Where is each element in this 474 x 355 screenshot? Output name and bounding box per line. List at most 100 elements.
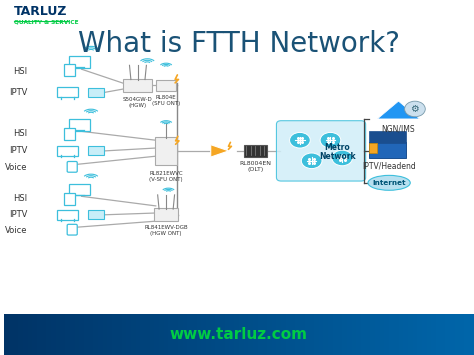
Bar (258, 314, 263, 355)
Bar (187, 314, 192, 355)
Bar (375, 314, 380, 355)
FancyBboxPatch shape (57, 146, 78, 156)
Bar (18, 314, 23, 355)
Bar (239, 314, 244, 355)
FancyBboxPatch shape (369, 143, 377, 153)
Bar (384, 314, 390, 355)
FancyBboxPatch shape (57, 87, 78, 97)
Bar (220, 314, 225, 355)
Bar (436, 314, 441, 355)
Text: Internet: Internet (373, 180, 406, 186)
Text: QUALITY & SERVICE: QUALITY & SERVICE (14, 20, 78, 24)
Bar (155, 314, 160, 355)
Text: Voice: Voice (5, 226, 27, 235)
Bar (65, 314, 70, 355)
Text: RL841EWV-DGB
(HGW ONT): RL841EWV-DGB (HGW ONT) (144, 225, 188, 235)
Bar (197, 314, 202, 355)
Bar (412, 314, 418, 355)
FancyBboxPatch shape (276, 121, 365, 181)
Text: Network: Network (319, 152, 356, 161)
FancyBboxPatch shape (156, 80, 176, 91)
Bar (168, 314, 173, 355)
Bar (206, 314, 211, 355)
Bar (323, 314, 328, 355)
Circle shape (301, 153, 322, 169)
Text: ⚙: ⚙ (410, 104, 419, 114)
Bar (51, 314, 56, 355)
Text: RL804E
(SFU ONT): RL804E (SFU ONT) (152, 95, 180, 105)
Circle shape (320, 132, 341, 148)
Bar (319, 314, 324, 355)
Bar (281, 314, 286, 355)
FancyBboxPatch shape (57, 209, 78, 220)
Text: IPTV/Headend: IPTV/Headend (362, 162, 416, 170)
Bar (347, 314, 352, 355)
Bar (370, 314, 375, 355)
Bar (42, 314, 47, 355)
Bar (229, 314, 235, 355)
Bar (253, 314, 258, 355)
FancyBboxPatch shape (64, 193, 75, 205)
Text: NGN/IMS: NGN/IMS (382, 124, 415, 133)
Bar (112, 314, 117, 355)
Bar (98, 314, 103, 355)
Bar (295, 314, 301, 355)
FancyBboxPatch shape (369, 142, 407, 158)
Ellipse shape (368, 175, 410, 190)
Bar (337, 314, 343, 355)
Bar (14, 314, 18, 355)
Bar (145, 314, 150, 355)
Bar (164, 314, 169, 355)
FancyBboxPatch shape (64, 64, 75, 76)
Bar (140, 314, 146, 355)
Bar (380, 314, 385, 355)
Text: IPTV: IPTV (9, 146, 27, 155)
Bar (389, 314, 394, 355)
Bar (126, 314, 131, 355)
Bar (469, 314, 474, 355)
Bar (441, 314, 446, 355)
Bar (310, 314, 314, 355)
Bar (361, 314, 366, 355)
Bar (394, 314, 399, 355)
Bar (56, 314, 61, 355)
Text: www.tarluz.com: www.tarluz.com (170, 327, 308, 342)
Bar (272, 314, 277, 355)
Bar (403, 314, 409, 355)
Bar (305, 314, 310, 355)
Text: IPTV: IPTV (9, 210, 27, 219)
Bar (74, 314, 80, 355)
Bar (422, 314, 427, 355)
Bar (427, 314, 432, 355)
Bar (333, 314, 338, 355)
Bar (61, 314, 65, 355)
Bar (173, 314, 178, 355)
Text: HSI: HSI (13, 66, 27, 76)
Bar (446, 314, 451, 355)
Bar (159, 314, 164, 355)
Bar (356, 314, 361, 355)
Bar (431, 314, 437, 355)
Bar (150, 314, 155, 355)
Bar (234, 314, 239, 355)
FancyBboxPatch shape (244, 145, 267, 157)
Bar (192, 314, 197, 355)
Bar (248, 314, 254, 355)
Bar (215, 314, 220, 355)
Bar (342, 314, 347, 355)
FancyBboxPatch shape (369, 131, 407, 143)
FancyBboxPatch shape (155, 137, 177, 165)
Bar (178, 314, 183, 355)
Bar (131, 314, 136, 355)
Bar (27, 314, 33, 355)
FancyBboxPatch shape (88, 210, 104, 219)
Polygon shape (211, 145, 229, 157)
Bar (286, 314, 291, 355)
FancyBboxPatch shape (67, 224, 77, 235)
FancyBboxPatch shape (123, 79, 153, 92)
Bar (262, 314, 267, 355)
FancyBboxPatch shape (88, 88, 104, 97)
Bar (46, 314, 52, 355)
Bar (455, 314, 460, 355)
FancyBboxPatch shape (67, 162, 77, 172)
